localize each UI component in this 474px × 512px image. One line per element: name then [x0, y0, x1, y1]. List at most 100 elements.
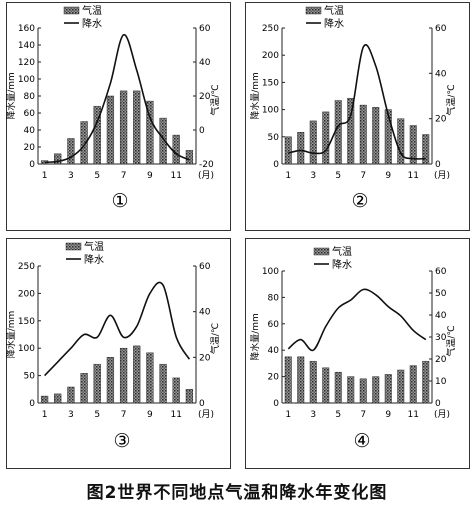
temperature-bar	[54, 153, 62, 165]
right-tick-label: 60	[435, 24, 447, 34]
temperature-bar	[322, 111, 330, 165]
temperature-bar	[284, 356, 292, 404]
left-tick-label: 40	[24, 126, 36, 136]
left-tick-label: 100	[262, 267, 279, 277]
x-tick-label: 1	[285, 410, 291, 420]
panel-number-label: ④	[353, 430, 370, 452]
temperature-bar	[159, 117, 167, 165]
temperature-bar	[119, 90, 128, 165]
x-tick-label: 1	[42, 171, 48, 181]
temperature-bar	[334, 371, 342, 404]
temperature-bar	[347, 376, 355, 404]
precipitation-axis-title: 降水量/mm	[249, 313, 261, 361]
temperature-axis-title: 气温/℃	[209, 323, 221, 354]
x-tick-label: 7	[121, 410, 127, 420]
temperature-bar	[146, 352, 154, 404]
x-tick-label: 5	[94, 171, 100, 181]
right-tick-label: 60	[199, 262, 211, 272]
left-tick-label: 50	[268, 133, 280, 143]
right-tick-label: 40	[435, 311, 447, 321]
x-tick-label: 3	[310, 171, 316, 181]
legend-temperature-swatch	[313, 247, 330, 256]
x-tick-label: 11	[171, 410, 182, 420]
left-tick-label: 100	[18, 75, 35, 85]
x-tick-label: 11	[171, 171, 182, 181]
temperature-bar	[397, 118, 405, 165]
left-tick-label: 0	[273, 160, 279, 170]
left-tick-label: 60	[268, 320, 280, 330]
left-tick-label: 100	[18, 344, 35, 354]
x-tick-label: 3	[68, 410, 74, 420]
temperature-bar	[384, 109, 392, 165]
temperature-bar	[334, 100, 342, 165]
x-tick-label: 7	[360, 171, 366, 181]
climate-chart-panel-4: 0 20 40 60 80 100 0 10 20 30 40 50 60 1 3 5 7 9 11 (月) 降水量/m…	[245, 238, 470, 469]
temperature-bar	[372, 107, 380, 165]
temperature-bar	[106, 357, 115, 404]
temperature-bar	[40, 395, 49, 404]
temperature-bar	[384, 374, 392, 404]
left-tick-label: 200	[18, 289, 35, 299]
x-tick-label: 11	[408, 410, 419, 420]
temperature-bar	[409, 125, 417, 165]
legend-temperature-label: 气温	[332, 245, 352, 258]
legend-precipitation-label: 降水	[332, 258, 352, 271]
figure-caption: 图2世界不同地点气温和降水年变化图	[86, 483, 388, 503]
x-tick-label: 9	[385, 171, 391, 181]
panel-border	[245, 2, 470, 231]
precipitation-line	[44, 281, 191, 377]
temperature-bar	[297, 356, 305, 404]
x-tick-label: 5	[94, 410, 100, 420]
panel-number-label: ②	[351, 190, 368, 212]
precipitation-line	[288, 44, 426, 160]
temperature-bar	[309, 120, 317, 165]
left-tick-label: 0	[29, 160, 35, 170]
temperature-bar	[93, 105, 101, 165]
left-tick-label: 150	[18, 317, 35, 327]
legend-precipitation-label: 降水	[84, 253, 104, 266]
month-unit-label: (月)	[434, 170, 450, 181]
temperature-bar	[359, 378, 367, 404]
legend-temperature-label: 气温	[324, 4, 344, 17]
temperature-bar	[93, 363, 101, 404]
left-tick-label: 60	[24, 109, 36, 119]
temperature-bar	[133, 345, 141, 404]
left-tick-label: 200	[262, 51, 279, 61]
precipitation-axis-title: 降水量/mm	[5, 72, 17, 120]
right-tick-label: 50	[435, 289, 447, 299]
temperature-bar	[422, 134, 430, 165]
legend-temperature-swatch	[65, 242, 82, 251]
right-tick-label: -20	[199, 160, 214, 170]
right-tick-label: 0	[435, 160, 441, 170]
legend-temperature-label: 气温	[82, 4, 102, 17]
left-tick-label: 150	[262, 78, 279, 88]
left-tick-label: 160	[18, 24, 35, 34]
right-tick-label: 20	[435, 115, 447, 125]
panel-border	[6, 238, 231, 469]
right-tick-label: 20	[199, 92, 211, 102]
temperature-bar	[119, 347, 128, 404]
temperature-bar	[185, 389, 194, 404]
x-tick-label: 11	[408, 171, 419, 181]
right-tick-label: 0	[199, 399, 205, 409]
left-tick-label: 0	[29, 399, 35, 409]
right-tick-label: 20	[435, 355, 447, 365]
x-tick-label: 9	[385, 410, 391, 420]
temperature-bar	[133, 90, 141, 165]
right-tick-label: 30	[435, 333, 447, 343]
temperature-bar	[372, 376, 380, 404]
climate-chart-panel-3: 0 50 100 150 200 250 0 20 40 60 1 3 5 7 9 11 (月) 降水量/mm 气温…	[5, 238, 231, 469]
left-tick-label: 50	[24, 372, 36, 382]
precipitation-axis-title: 降水量/mm	[249, 72, 261, 120]
x-tick-label: 9	[147, 171, 153, 181]
temperature-bar	[67, 386, 75, 404]
right-tick-label: 20	[199, 353, 211, 363]
temperature-axis-title: 气温/℃	[209, 84, 221, 115]
temperature-bar	[185, 150, 194, 165]
temperature-axis-title: 气温/℃	[445, 325, 457, 356]
x-tick-label: 7	[360, 410, 366, 420]
temperature-bar	[284, 136, 292, 165]
temperature-bar	[359, 104, 367, 165]
right-tick-label: 40	[435, 69, 447, 79]
